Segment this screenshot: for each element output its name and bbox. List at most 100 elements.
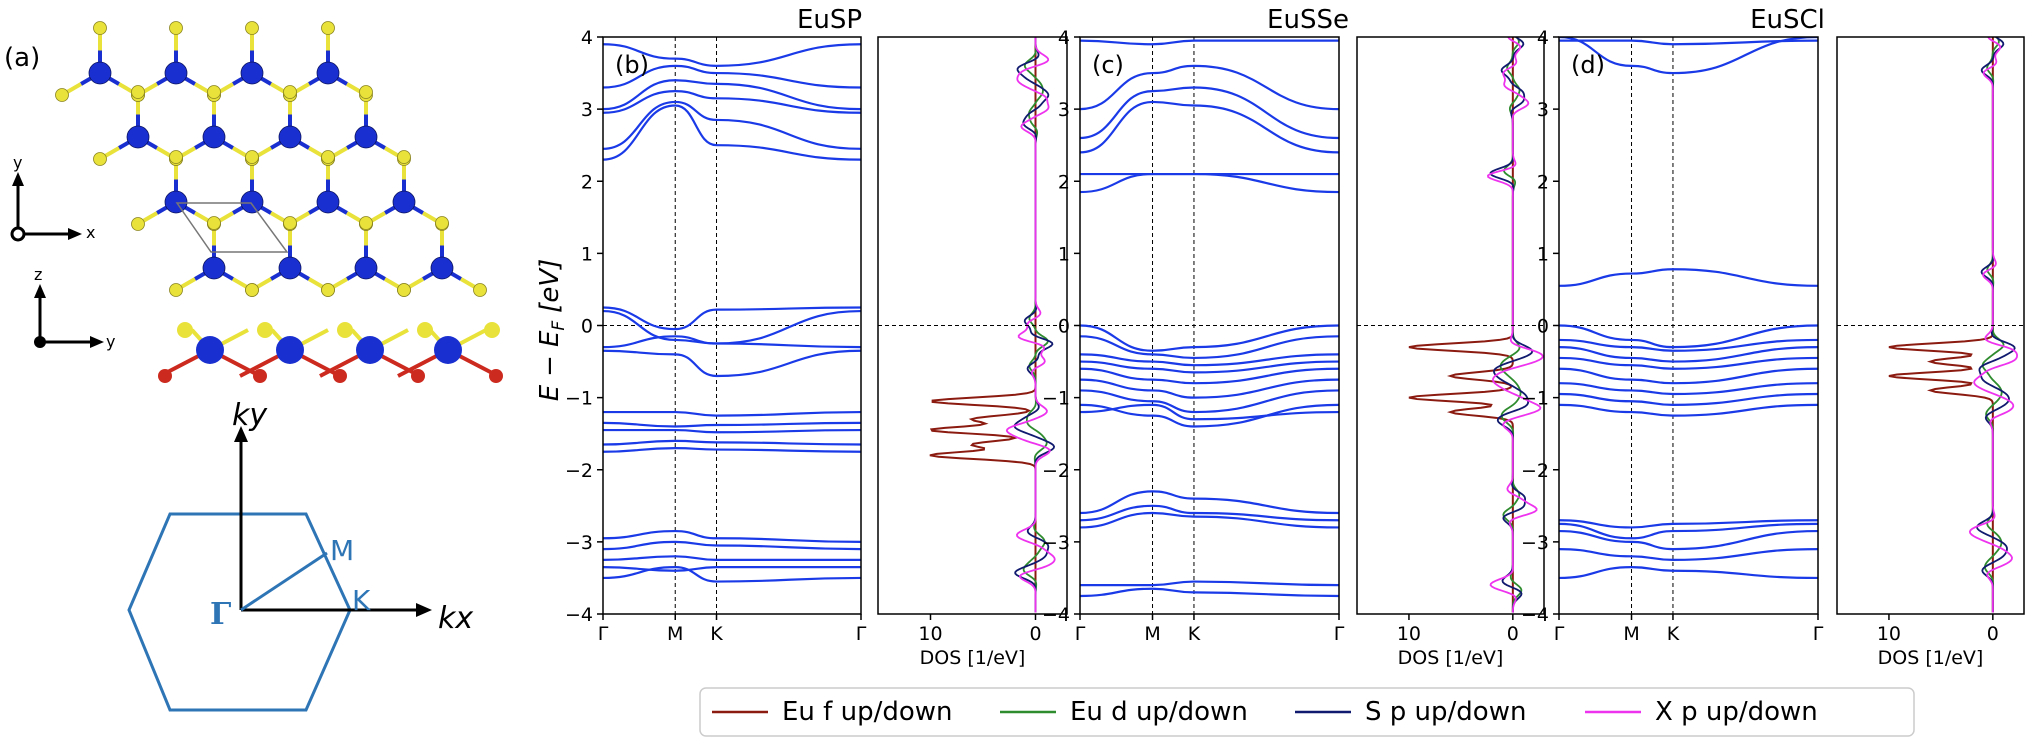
ytick-label: −3 bbox=[1521, 532, 1549, 554]
band-line bbox=[1559, 392, 1818, 406]
sulfur-atom bbox=[93, 21, 107, 35]
band-line bbox=[1080, 324, 1339, 352]
metal-atom bbox=[278, 256, 302, 280]
sulfur-atom bbox=[55, 88, 69, 102]
top-atom bbox=[177, 322, 193, 338]
top-view-axes: x y bbox=[10, 153, 95, 242]
metal-atom bbox=[240, 61, 264, 85]
band-line bbox=[1080, 335, 1339, 360]
band-line bbox=[1559, 529, 1818, 551]
band-line bbox=[1080, 580, 1339, 587]
bottom-atom bbox=[253, 369, 267, 383]
band-line bbox=[1080, 64, 1339, 111]
ytick-label: 2 bbox=[581, 171, 593, 193]
ytick-label: −1 bbox=[565, 388, 593, 410]
metal-atom bbox=[278, 125, 302, 149]
band-line bbox=[1559, 268, 1818, 287]
kpoint-label: Γ bbox=[1075, 623, 1086, 645]
panel-title: EuSP bbox=[797, 5, 862, 35]
dos-xtick-label: 0 bbox=[1029, 623, 1041, 645]
ytick-label: 1 bbox=[581, 243, 593, 265]
sulfur-atom bbox=[283, 216, 297, 230]
band-line bbox=[1559, 519, 1818, 529]
ytick-label: −2 bbox=[1521, 460, 1549, 482]
band-line bbox=[603, 439, 861, 446]
eu-f-curve bbox=[1408, 37, 1514, 613]
band-line bbox=[1559, 356, 1818, 370]
metal-atom bbox=[354, 256, 378, 280]
sulfur-atom bbox=[473, 283, 487, 297]
band-line bbox=[1080, 511, 1339, 529]
sulfur-atom bbox=[245, 21, 259, 35]
band-line bbox=[603, 529, 861, 543]
band-line bbox=[1080, 172, 1339, 194]
top-view-lattice bbox=[55, 21, 487, 297]
top-atom bbox=[257, 322, 273, 338]
band-line bbox=[1559, 37, 1818, 75]
band-line bbox=[1080, 403, 1339, 421]
bz-kx-label: kx bbox=[438, 601, 473, 636]
kpoint-label: K bbox=[1188, 623, 1201, 645]
ytick-label: −1 bbox=[1042, 388, 1070, 410]
top-atom bbox=[337, 322, 353, 338]
band-line bbox=[603, 79, 861, 111]
ytick-label: 4 bbox=[581, 27, 593, 49]
dos-axis-label: DOS [1/eV] bbox=[920, 647, 1026, 669]
band-line bbox=[603, 540, 861, 551]
band-line bbox=[603, 43, 861, 67]
dos-xtick-label: 0 bbox=[1987, 623, 1999, 645]
top-atom bbox=[484, 322, 500, 338]
band-line bbox=[603, 89, 861, 114]
x-p-curve bbox=[1005, 37, 1056, 613]
band-line bbox=[603, 335, 861, 349]
side-view-lattice bbox=[158, 322, 503, 383]
x-p-curve bbox=[1487, 37, 1544, 613]
band-line bbox=[603, 64, 861, 89]
ytick-label: −4 bbox=[1521, 604, 1549, 626]
panel-label: (b) bbox=[615, 51, 649, 79]
ytick-label: 0 bbox=[1537, 316, 1549, 338]
legend-label: S p up/down bbox=[1365, 697, 1526, 727]
band-line bbox=[1080, 378, 1339, 399]
dos-plot-frame bbox=[877, 36, 1068, 615]
bz-gamma-label: Γ bbox=[210, 597, 231, 632]
top-atom bbox=[417, 322, 433, 338]
band-line bbox=[1080, 587, 1339, 598]
sulfur-atom bbox=[169, 283, 183, 297]
band-line bbox=[603, 566, 861, 572]
kpoint-label: Γ bbox=[1813, 623, 1824, 645]
x-p-curve bbox=[1968, 37, 2018, 613]
ytick-label: 3 bbox=[581, 99, 593, 121]
bz-m-label: M bbox=[330, 534, 354, 567]
panel-title: EuSSe bbox=[1267, 5, 1349, 35]
axis-y-label-side: y bbox=[106, 332, 115, 351]
band-line bbox=[1559, 547, 1818, 562]
side-view-axes: y z bbox=[34, 265, 115, 351]
sulfur-atom bbox=[321, 150, 335, 164]
crystal-structure-panel: (a) x y y z bbox=[4, 21, 503, 383]
band-line bbox=[603, 410, 861, 417]
sulfur-atom bbox=[283, 85, 297, 99]
metal-atom bbox=[88, 61, 112, 85]
metal-atom bbox=[392, 190, 416, 214]
sulfur-atom bbox=[359, 85, 373, 99]
ytick-label: 2 bbox=[1058, 171, 1070, 193]
bottom-atom bbox=[411, 369, 425, 383]
metal-atom bbox=[202, 125, 226, 149]
band-line bbox=[1559, 566, 1818, 580]
band-line bbox=[603, 428, 861, 434]
panel-label: (c) bbox=[1092, 51, 1124, 79]
sulfur-atom bbox=[359, 216, 373, 230]
energy-axis-label: E−EF[eV] bbox=[535, 259, 569, 402]
legend-item: S p up/down bbox=[1295, 697, 1526, 727]
panel-label: (d) bbox=[1571, 51, 1605, 79]
bz-ky-label: ky bbox=[232, 398, 268, 433]
band-line bbox=[603, 306, 861, 331]
metal-atom bbox=[240, 190, 264, 214]
band-line bbox=[1080, 403, 1339, 428]
unit-cell-outline bbox=[175, 202, 289, 253]
s-p-curve bbox=[1976, 37, 2016, 613]
